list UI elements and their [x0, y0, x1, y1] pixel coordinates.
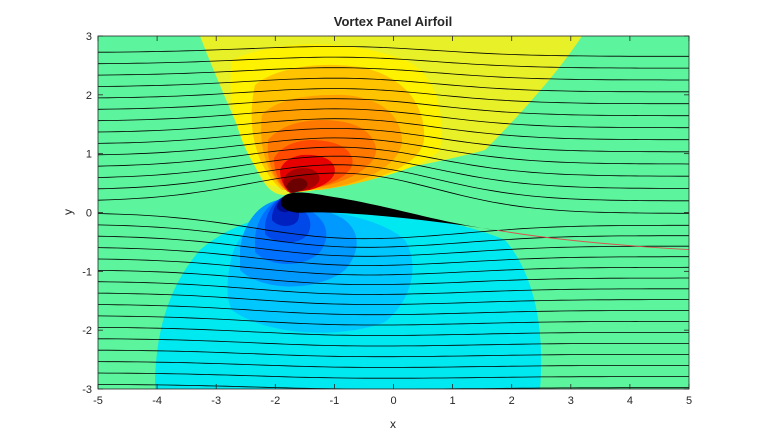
streamline	[98, 338, 689, 347]
x-tick-label: -2	[270, 395, 280, 407]
streamline	[98, 77, 689, 93]
x-tick-label: 5	[686, 395, 692, 407]
y-tick-label: -2	[82, 325, 92, 337]
y-axis-label: y	[61, 209, 75, 215]
streamline	[98, 56, 689, 69]
streamline	[98, 361, 689, 368]
streamline	[98, 247, 689, 266]
y-tick-label: 0	[86, 208, 92, 220]
streamline	[98, 127, 689, 153]
streamline	[98, 235, 689, 257]
streamline	[98, 224, 689, 248]
streamline	[98, 155, 689, 189]
streamline	[98, 292, 689, 305]
streamline	[98, 270, 689, 285]
streamline	[98, 118, 689, 141]
streamline	[98, 108, 689, 129]
contour-suction-core	[286, 178, 308, 193]
streamline	[98, 304, 689, 316]
x-tick-label: 3	[568, 395, 574, 407]
x-tick-label: 0	[390, 395, 396, 407]
x-tick-label: 4	[627, 395, 633, 407]
streamline	[98, 349, 689, 358]
x-tick-label: -3	[211, 395, 221, 407]
x-tick-label: -4	[152, 395, 162, 407]
y-tick-label: 2	[86, 90, 92, 102]
streamline	[98, 146, 689, 177]
streamline	[98, 372, 689, 379]
y-tick-label: -3	[82, 384, 92, 396]
streamline	[98, 327, 689, 336]
airfoil-shape	[280, 192, 497, 231]
wake-streamline	[496, 229, 689, 251]
streamline	[98, 258, 689, 276]
streamline	[98, 213, 689, 240]
plot-area	[98, 36, 689, 389]
x-tick-label: 2	[509, 395, 515, 407]
x-tick-label: -5	[93, 395, 103, 407]
streamline	[98, 67, 689, 81]
streamline	[98, 164, 689, 202]
x-axis-label: x	[390, 417, 396, 431]
y-axis: -3 -2 -1 0 1 2 3	[82, 31, 689, 396]
y-tick-label: 3	[86, 31, 92, 43]
streamline	[98, 98, 689, 117]
chart-title: Vortex Panel Airfoil	[334, 14, 452, 29]
y-tick-label: -1	[82, 266, 92, 278]
y-tick-label: 1	[86, 149, 92, 161]
x-tick-label: 1	[450, 395, 456, 407]
x-tick-label: -1	[330, 395, 340, 407]
streamline	[98, 384, 689, 389]
streamline	[98, 137, 689, 165]
streamline	[98, 315, 689, 326]
streamline	[98, 88, 689, 105]
streamlines	[98, 45, 689, 389]
streamline	[98, 172, 689, 214]
streamline	[98, 45, 689, 57]
x-axis: -5 -4 -3 -2 -1 0 1 2 3 4 5	[93, 36, 692, 407]
streamline	[98, 281, 689, 295]
